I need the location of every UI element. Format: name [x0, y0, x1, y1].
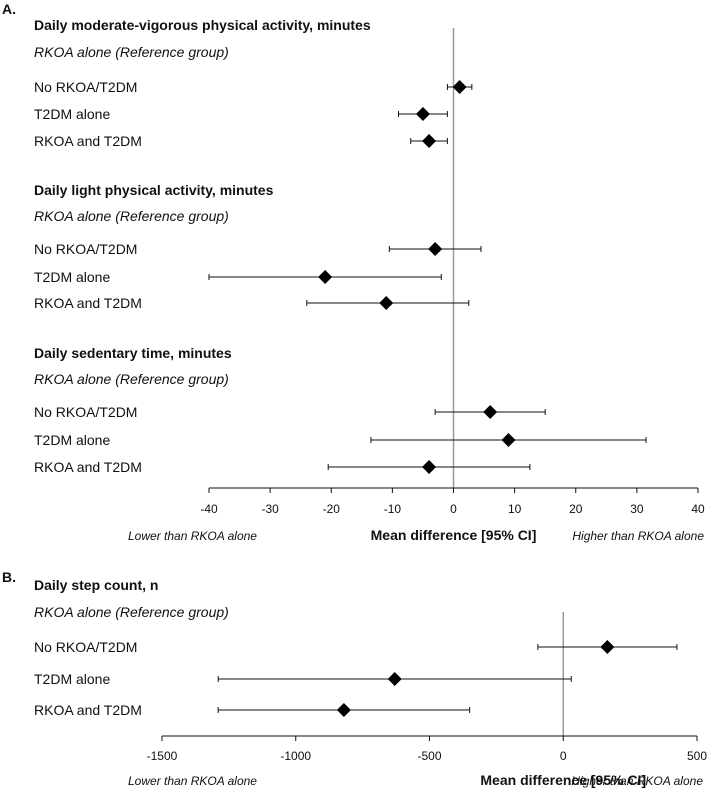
row-label: T2DM alone: [34, 106, 110, 122]
point-estimate-diamond: [422, 460, 437, 474]
forest-row: RKOA and T2DM: [34, 459, 531, 475]
section-title: Daily light physical activity, minutes: [34, 182, 274, 198]
x-tick-label: -1000: [280, 749, 311, 763]
x-tick-label: 30: [630, 502, 644, 516]
forest-row: T2DM alone: [34, 269, 442, 285]
section-title: Daily step count, n: [34, 577, 158, 593]
point-estimate-diamond: [501, 433, 516, 447]
panel-a: A. -40 -30 -20 -10 0 10 20 30 40 Mean difference […: [2, 1, 705, 543]
section-title: Daily moderate-vigorous physical activit…: [34, 17, 371, 33]
forest-row: No RKOA/T2DM: [34, 79, 473, 95]
point-estimate-diamond: [483, 405, 498, 419]
row-label: RKOA and T2DM: [34, 133, 142, 149]
forest-row: T2DM alone: [34, 106, 448, 122]
x-tick-label: -10: [384, 502, 402, 516]
right-annotation: Higher than RKOA alone: [572, 529, 704, 543]
x-tick-label: -30: [261, 502, 279, 516]
x-tick-label: -40: [200, 502, 218, 516]
reference-group-label: RKOA alone (Reference group): [34, 44, 229, 60]
panel-b: B. -1500 -1000 -500 0 500 Mean difference [95%…: [2, 569, 707, 788]
x-tick-label: 10: [508, 502, 522, 516]
point-estimate-diamond: [379, 296, 394, 310]
forest-row: RKOA and T2DM: [34, 133, 448, 149]
forest-row: No RKOA/T2DM: [34, 404, 546, 420]
left-annotation: Lower than RKOA alone: [128, 529, 257, 543]
point-estimate-diamond: [318, 270, 333, 284]
point-estimate-diamond: [387, 672, 402, 686]
point-estimate-diamond: [415, 107, 430, 121]
x-tick-label: -1500: [147, 749, 178, 763]
forest-row: T2DM alone: [34, 671, 572, 687]
reference-group-label: RKOA alone (Reference group): [34, 371, 229, 387]
reference-group-label: RKOA alone (Reference group): [34, 604, 229, 620]
point-estimate-diamond: [422, 134, 437, 148]
forest-row: No RKOA/T2DM: [34, 639, 678, 655]
x-axis-title: Mean difference [95% CI]: [480, 772, 646, 788]
x-tick-label: -20: [323, 502, 341, 516]
row-label: RKOA and T2DM: [34, 702, 142, 718]
forest-row: RKOA and T2DM: [34, 295, 470, 311]
point-estimate-diamond: [336, 703, 351, 717]
x-tick-label: 0: [560, 749, 567, 763]
row-label: T2DM alone: [34, 432, 110, 448]
panel-label: B.: [2, 569, 16, 585]
point-estimate-diamond: [600, 640, 615, 654]
row-label: T2DM alone: [34, 671, 110, 687]
x-tick-label: 0: [450, 502, 457, 516]
row-label: RKOA and T2DM: [34, 459, 142, 475]
x-tick-label: 40: [691, 502, 705, 516]
point-estimate-diamond: [452, 80, 467, 94]
x-tick-label: 500: [687, 749, 707, 763]
forest-row: T2DM alone: [34, 432, 647, 448]
section-title: Daily sedentary time, minutes: [34, 345, 232, 361]
row-label: No RKOA/T2DM: [34, 404, 137, 420]
row-label: No RKOA/T2DM: [34, 241, 137, 257]
x-tick-label: -500: [417, 749, 441, 763]
point-estimate-diamond: [428, 242, 443, 256]
panel-label: A.: [2, 1, 16, 17]
row-label: RKOA and T2DM: [34, 295, 142, 311]
row-label: T2DM alone: [34, 269, 110, 285]
forest-row: RKOA and T2DM: [34, 702, 471, 718]
x-tick-label: 20: [569, 502, 583, 516]
forest-row: No RKOA/T2DM: [34, 241, 482, 257]
x-axis-title: Mean difference [95% CI]: [371, 527, 537, 543]
row-label: No RKOA/T2DM: [34, 639, 137, 655]
reference-group-label: RKOA alone (Reference group): [34, 208, 229, 224]
row-label: No RKOA/T2DM: [34, 79, 137, 95]
right-annotation: Higher than RKOA alone: [571, 774, 703, 788]
left-annotation: Lower than RKOA alone: [128, 774, 257, 788]
